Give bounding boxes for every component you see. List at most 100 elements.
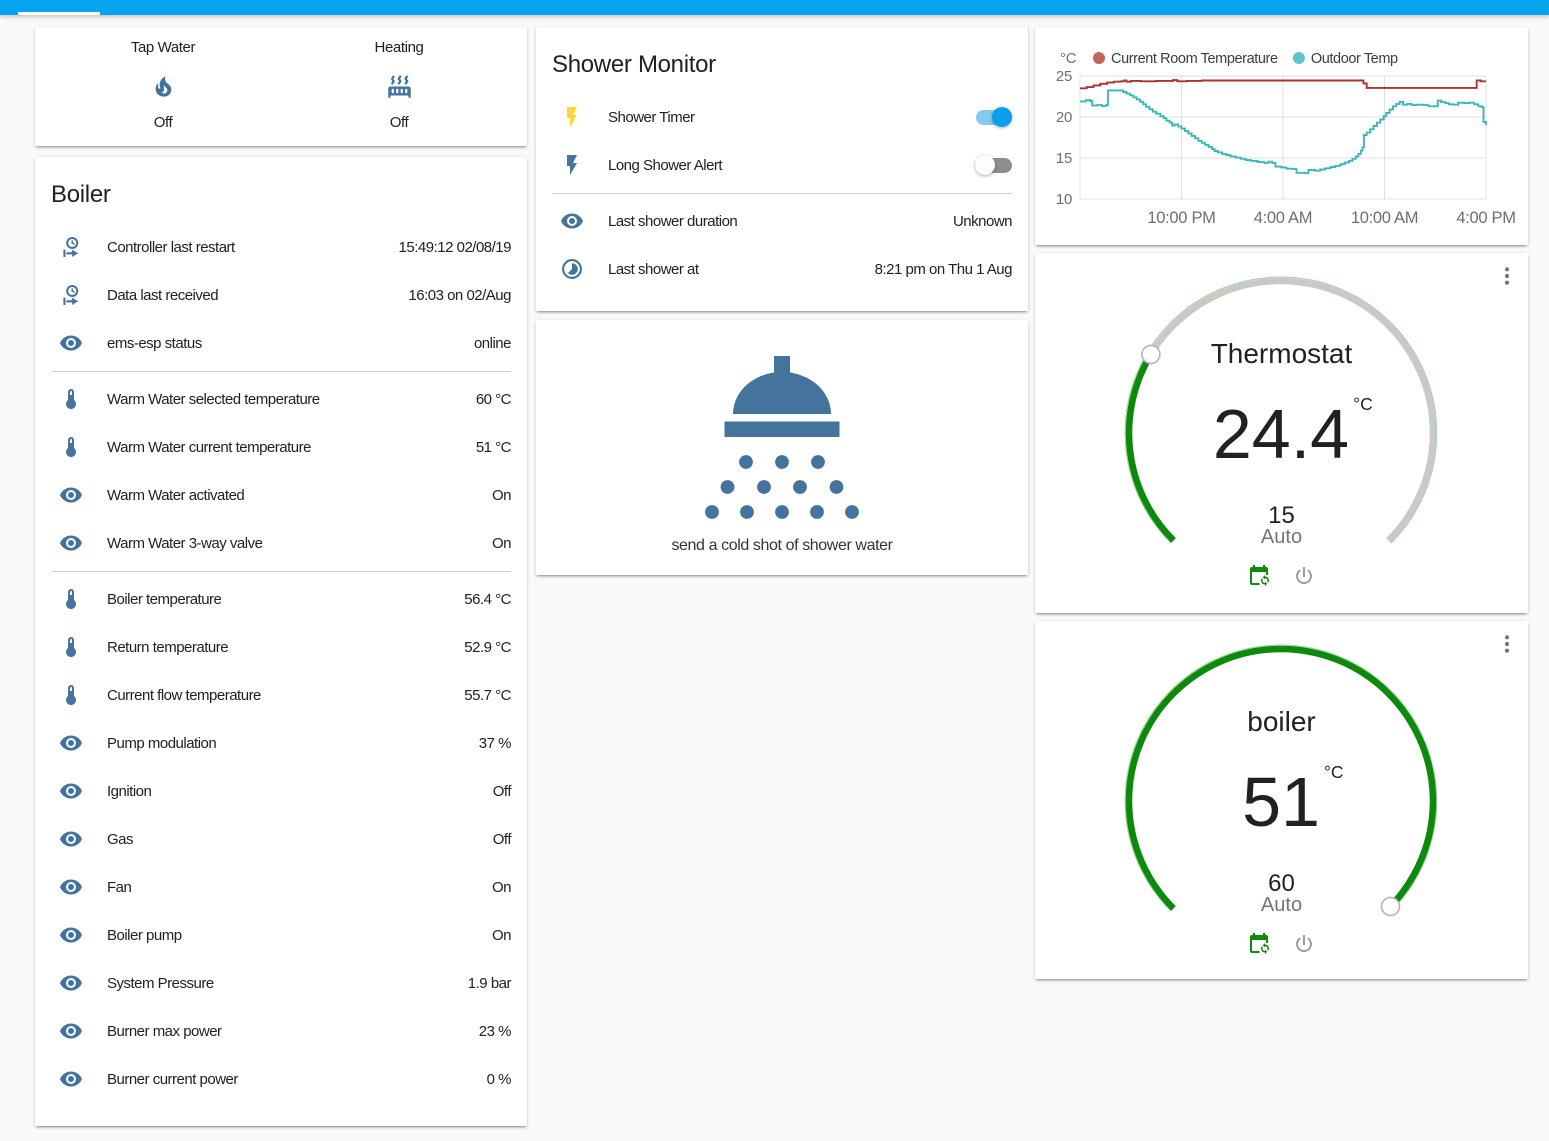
entity-name: Fan [107, 878, 132, 896]
entity-row-boiler-temperature[interactable]: Boiler temperature 56.4 °C [35, 575, 527, 623]
entity-row-gas[interactable]: Gas Off [35, 815, 527, 863]
eye-icon [51, 1011, 91, 1051]
x-tick-label: 4:00 PM [1456, 209, 1515, 227]
dial-value-arc [1125, 352, 1176, 543]
dial-mode: Auto [1260, 526, 1303, 548]
active-tab-indicator[interactable] [18, 12, 100, 15]
series-line [1080, 89, 1487, 175]
glance-item-name: Tap Water [130, 39, 196, 56]
entity-row-warm-water-3-way-valve[interactable]: Warm Water 3-way valve On [35, 519, 527, 567]
power-icon-button[interactable] [1292, 932, 1316, 956]
entity-value: 23 % [478, 1022, 512, 1040]
entity-value: On [491, 926, 512, 944]
divider [552, 192, 1012, 194]
entity-row-data-last-received[interactable]: Data last received 16:03 on 02/Aug [35, 271, 527, 319]
entity-name: Warm Water selected temperature [107, 390, 320, 408]
more-options-button[interactable] [1495, 632, 1519, 656]
calendar-sync-icon-button[interactable] [1247, 564, 1271, 588]
dial-handle[interactable] [1141, 344, 1161, 365]
entity-row-warm-water-activated[interactable]: Warm Water activated On [35, 471, 527, 519]
dial-target-temperature: 15 [1268, 502, 1295, 529]
radiator-icon [386, 73, 413, 100]
entity-row-current-flow-temperature[interactable]: Current flow temperature 55.7 °C [35, 671, 527, 719]
app-header [0, 0, 1549, 15]
entity-value: Off [492, 830, 512, 848]
dial-action-buttons [1035, 932, 1528, 956]
entity-value: Off [492, 782, 512, 800]
entity-value: 8:21 pm on Thu 1 Aug [874, 260, 1013, 278]
dial-handle[interactable] [1380, 896, 1401, 917]
thermometer-icon [51, 675, 91, 715]
entity-name: ems-esp status [107, 334, 202, 352]
entity-row-long-shower-alert: Long Shower Alert [536, 141, 1028, 189]
dial-title: boiler [1247, 706, 1316, 737]
entity-name: Shower Timer [608, 108, 695, 126]
y-axis-unit: °C [1060, 50, 1077, 67]
middle-column: Shower Monitor Shower Timer Long Shower A… [536, 15, 1028, 575]
entity-row-boiler-pump[interactable]: Boiler pump On [35, 911, 527, 959]
thermometer-icon [51, 627, 91, 667]
entity-row-ems-esp-status[interactable]: ems-esp status online [35, 319, 527, 367]
entity-value: 15:49:12 02/08/19 [398, 238, 512, 256]
boiler-entities-card: Boiler Controller last restart 15:49:12 0… [35, 157, 527, 1126]
entity-row-last-shower-duration[interactable]: Last shower duration Unknown [536, 197, 1028, 245]
entity-row-pump-modulation[interactable]: Pump modulation 37 % [35, 719, 527, 767]
entity-name: Warm Water activated [107, 486, 245, 504]
eye-icon [51, 867, 91, 907]
dial-unit: °C [1353, 394, 1373, 414]
toggle-shower-timer[interactable] [976, 107, 1012, 127]
entity-value: 52.9 °C [464, 638, 511, 656]
entity-value: 56.4 °C [464, 590, 511, 608]
entity-row-system-pressure[interactable]: System Pressure 1.9 bar [35, 959, 527, 1007]
dial-title: Thermostat [1210, 338, 1353, 369]
dial-value-arc [1125, 645, 1437, 911]
more-options-button[interactable] [1495, 264, 1519, 288]
entity-value: Unknown [952, 212, 1013, 230]
legend-label: Current Room Temperature [1111, 51, 1278, 67]
entity-row-return-temperature[interactable]: Return temperature 52.9 °C [35, 623, 527, 671]
dial-rim-arc [1124, 644, 1438, 912]
legend-dot [1093, 52, 1105, 64]
power-icon-button[interactable] [1292, 564, 1316, 588]
entity-row-last-shower-at[interactable]: Last shower at 8:21 pm on Thu 1 Aug [536, 245, 1028, 293]
entity-name: Data last received [107, 286, 219, 304]
entity-name: Burner current power [107, 1070, 238, 1088]
entity-row-controller-last-restart[interactable]: Controller last restart 15:49:12 02/08/19 [35, 223, 527, 271]
eye-icon [51, 323, 91, 363]
legend-dot [1292, 52, 1305, 64]
toggle-long-shower-alert[interactable] [975, 155, 1012, 175]
shower-action-card[interactable]: send a cold shot of shower water [536, 320, 1028, 575]
entity-row-burner-current-power[interactable]: Burner current power 0 % [35, 1055, 527, 1103]
dial-current-temperature: 24.4 °C [1212, 394, 1373, 473]
glance-card: Tap Water Off Heating Off [35, 27, 527, 146]
entity-row-warm-water-current-temperature[interactable]: Warm Water current temperature 51 °C [35, 423, 527, 471]
clock-start-icon [51, 275, 91, 315]
entity-row-fan[interactable]: Fan On [35, 863, 527, 911]
eye-icon [51, 915, 91, 955]
x-tick-label: 10:00 PM [1147, 209, 1215, 227]
entity-row-warm-water-selected-temperature[interactable]: Warm Water selected temperature 60 °C [35, 375, 527, 423]
eye-icon [51, 771, 91, 811]
thermostat-climate-card: Thermostat 24.4 °C 15 Auto [1035, 253, 1528, 613]
entity-name: System Pressure [107, 974, 214, 992]
thermometer-icon [51, 427, 91, 467]
calendar-sync-icon-button[interactable] [1247, 932, 1271, 956]
entity-row-ignition[interactable]: Ignition Off [35, 767, 527, 815]
entity-value: 37 % [478, 734, 512, 752]
entity-row-burner-max-power[interactable]: Burner max power 23 % [35, 1007, 527, 1055]
boiler-climate-card: boiler 51 °C 60 Auto [1035, 621, 1528, 979]
entity-name: Ignition [107, 782, 152, 800]
entity-name: Gas [107, 830, 134, 848]
y-tick-label: 10 [1056, 191, 1072, 208]
shower-monitor-card: Shower Monitor Shower Timer Long Shower A… [536, 27, 1028, 311]
glance-item-tap-water[interactable]: Tap Water Off [45, 27, 281, 146]
eye-icon [51, 1059, 91, 1099]
y-tick-label: 15 [1056, 150, 1072, 167]
thermometer-icon [51, 579, 91, 619]
x-tick-label: 4:00 AM [1254, 209, 1312, 227]
entity-value: 1.9 bar [467, 974, 512, 992]
glance-item-heating[interactable]: Heating Off [281, 27, 517, 146]
eye-icon [552, 201, 592, 241]
fire-icon [150, 73, 177, 100]
entity-name: Long Shower Alert [608, 156, 723, 174]
